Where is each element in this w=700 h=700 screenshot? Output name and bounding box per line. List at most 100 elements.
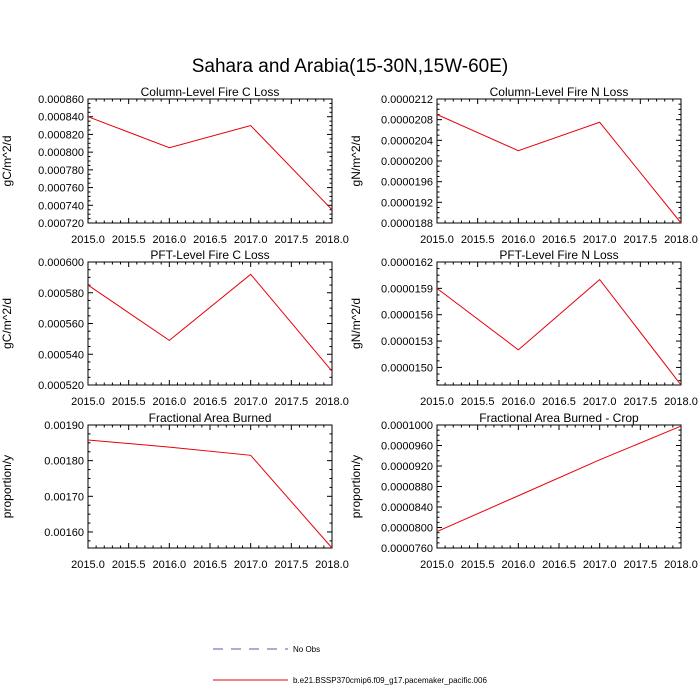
panel-title: Column-Level Fire N Loss [490,85,629,99]
y-tick-label: 0.0000800 [381,523,433,535]
series-line [436,114,682,224]
panel-3: 2015.0 2015.5 2016.0 2016.5 2017.0 2017.5 2018… [0,248,349,408]
plot-frame [87,98,333,224]
y-tick-label: 0.0000162 [381,257,433,269]
y-axis-label: proportion/y [349,455,363,518]
y-tick-label: 0.0000188 [381,218,433,230]
y-axis-label: gN/m^2/d [349,298,363,349]
y-tick-label: 0.0000150 [381,362,433,374]
x-tick-label: 2017.5 [275,559,309,571]
series-line [436,425,682,533]
plot-frame [87,261,333,386]
x-tick-label: 2015.5 [112,396,146,408]
x-tick-label: 2017.0 [583,396,617,408]
series-line [436,278,682,386]
y-tick-label: 0.0000153 [381,336,433,348]
x-tick-label: 2015.0 [71,234,105,246]
series-line [87,273,333,372]
x-tick-label: 2017.0 [234,396,268,408]
x-tick-label: 2016.0 [502,559,536,571]
x-tick-label: 2017.0 [583,234,617,246]
x-tick-label: 2015.5 [461,234,495,246]
y-tick-label: 0.000560 [38,319,84,331]
y-tick-label: 0.0000920 [381,461,433,473]
y-tick-label: 0.000860 [38,94,84,106]
x-tick-label: 2017.5 [624,559,658,571]
plot-frame [436,98,682,224]
panel-title: PFT-Level Fire C Loss [150,248,269,262]
x-tick-label: 2015.0 [420,234,454,246]
y-tick-label: 0.000760 [38,183,84,195]
y-tick-label: 0.000740 [38,200,84,212]
legend-no-obs-label: No Obs [293,645,320,654]
x-tick-label: 2016.5 [542,234,576,246]
y-tick-label: 0.000540 [38,349,84,361]
x-tick-label: 2015.0 [71,559,105,571]
panel-5: 2015.0 2015.5 2016.0 2016.5 2017.0 2017.5 2018… [0,411,349,571]
y-tick-label: 0.00180 [44,456,84,468]
y-axis-label: gC/m^2/d [0,298,14,349]
x-tick-label: 2017.5 [275,396,309,408]
x-tick-label: 2017.5 [275,234,309,246]
y-axis-label: gC/m^2/d [0,136,14,187]
plot-frame [436,424,682,549]
plot-frame [436,261,682,386]
x-tick-label: 2018.0 [315,234,349,246]
legend-model-label: b.e21.BSSP370cmip6.f09_g17.pacemaker_pac… [293,676,487,685]
x-tick-label: 2015.5 [461,559,495,571]
x-tick-label: 2016.5 [542,396,576,408]
x-tick-label: 2017.0 [583,559,617,571]
y-tick-label: 0.0000960 [381,441,433,453]
panels: 2015.0 2015.5 2016.0 2016.5 2017.0 2017.5 2018… [0,85,698,571]
x-tick-label: 2016.5 [542,559,576,571]
panel-6: 2015.0 2015.5 2016.0 2016.5 2017.0 2017.5 2018… [349,411,698,571]
y-tick-label: 0.0000204 [381,135,433,147]
x-tick-label: 2015.5 [461,396,495,408]
x-tick-label: 2015.5 [112,559,146,571]
figure-title: Sahara and Arabia(15-30N,15W-60E) [192,56,509,77]
x-tick-label: 2017.5 [624,396,658,408]
y-tick-label: 0.0000880 [381,482,433,494]
x-tick-label: 2015.0 [420,396,454,408]
x-tick-label: 2015.0 [71,396,105,408]
panel-title: Column-Level Fire C Loss [141,85,280,99]
x-tick-label: 2018.0 [664,396,698,408]
x-tick-label: 2018.0 [664,234,698,246]
y-tick-label: 0.0000760 [381,543,433,555]
panel-title: Fractional Area Burned [149,411,272,425]
legend: No Obs b.e21.BSSP370cmip6.f09_g17.pacema… [213,645,487,685]
y-tick-label: 0.0000192 [381,197,433,209]
x-tick-label: 2016.0 [153,234,187,246]
x-tick-label: 2016.5 [193,559,227,571]
x-tick-label: 2015.5 [112,234,146,246]
y-tick-label: 0.000600 [38,257,84,269]
x-tick-label: 2017.0 [234,559,268,571]
y-tick-label: 0.000780 [38,165,84,177]
y-axis-label: gN/m^2/d [349,136,363,187]
y-tick-label: 0.00160 [44,527,84,539]
y-axis-label: proportion/y [0,455,14,518]
y-tick-label: 0.000520 [38,380,84,392]
x-tick-label: 2016.0 [153,559,187,571]
x-tick-label: 2016.0 [153,396,187,408]
panel-1: 2015.0 2015.5 2016.0 2016.5 2017.0 2017.5 2018… [0,85,349,246]
y-tick-label: 0.00190 [44,420,84,432]
x-tick-label: 2015.0 [420,559,454,571]
x-tick-label: 2018.0 [315,559,349,571]
y-tick-label: 0.0001000 [381,420,433,432]
x-tick-label: 2016.5 [193,396,227,408]
y-tick-label: 0.0000212 [381,94,433,106]
panel-title: PFT-Level Fire N Loss [499,248,618,262]
x-tick-label: 2018.0 [315,396,349,408]
x-tick-label: 2016.5 [193,234,227,246]
panel-title: Fractional Area Burned - Crop [479,411,639,425]
x-tick-label: 2017.5 [624,234,658,246]
y-tick-label: 0.0000200 [381,156,433,168]
panel-2: 2015.0 2015.5 2016.0 2016.5 2017.0 2017.5 2018… [349,85,698,246]
x-tick-label: 2016.0 [502,396,536,408]
y-tick-label: 0.000800 [38,147,84,159]
y-tick-label: 0.000580 [38,288,84,300]
y-tick-label: 0.000840 [38,112,84,124]
x-tick-label: 2018.0 [664,559,698,571]
